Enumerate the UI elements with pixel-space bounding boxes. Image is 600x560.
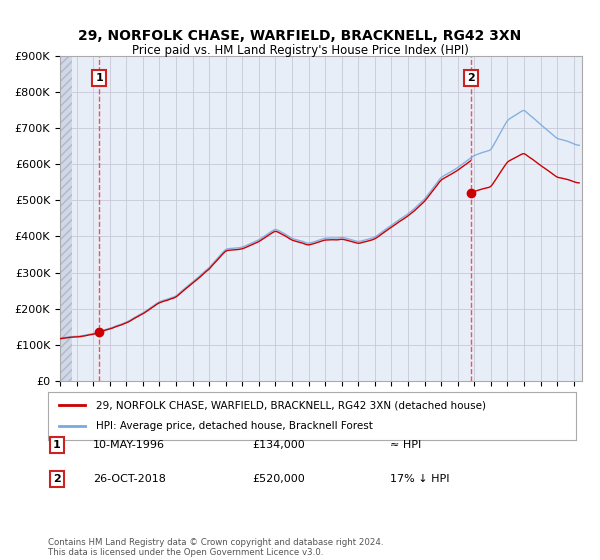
Text: 29, NORFOLK CHASE, WARFIELD, BRACKNELL, RG42 3XN (detached house): 29, NORFOLK CHASE, WARFIELD, BRACKNELL, …	[95, 400, 485, 410]
Text: £134,000: £134,000	[252, 440, 305, 450]
Text: Price paid vs. HM Land Registry's House Price Index (HPI): Price paid vs. HM Land Registry's House …	[131, 44, 469, 57]
Text: ≈ HPI: ≈ HPI	[390, 440, 421, 450]
Text: 17% ↓ HPI: 17% ↓ HPI	[390, 474, 449, 484]
Text: Contains HM Land Registry data © Crown copyright and database right 2024.
This d: Contains HM Land Registry data © Crown c…	[48, 538, 383, 557]
Text: 2: 2	[53, 474, 61, 484]
Text: HPI: Average price, detached house, Bracknell Forest: HPI: Average price, detached house, Brac…	[95, 421, 373, 431]
Text: 10-MAY-1996: 10-MAY-1996	[93, 440, 165, 450]
Text: 29, NORFOLK CHASE, WARFIELD, BRACKNELL, RG42 3XN: 29, NORFOLK CHASE, WARFIELD, BRACKNELL, …	[79, 29, 521, 44]
Text: 26-OCT-2018: 26-OCT-2018	[93, 474, 166, 484]
Text: £520,000: £520,000	[252, 474, 305, 484]
Text: 2: 2	[467, 73, 475, 83]
Text: 1: 1	[95, 73, 103, 83]
Text: 1: 1	[53, 440, 61, 450]
